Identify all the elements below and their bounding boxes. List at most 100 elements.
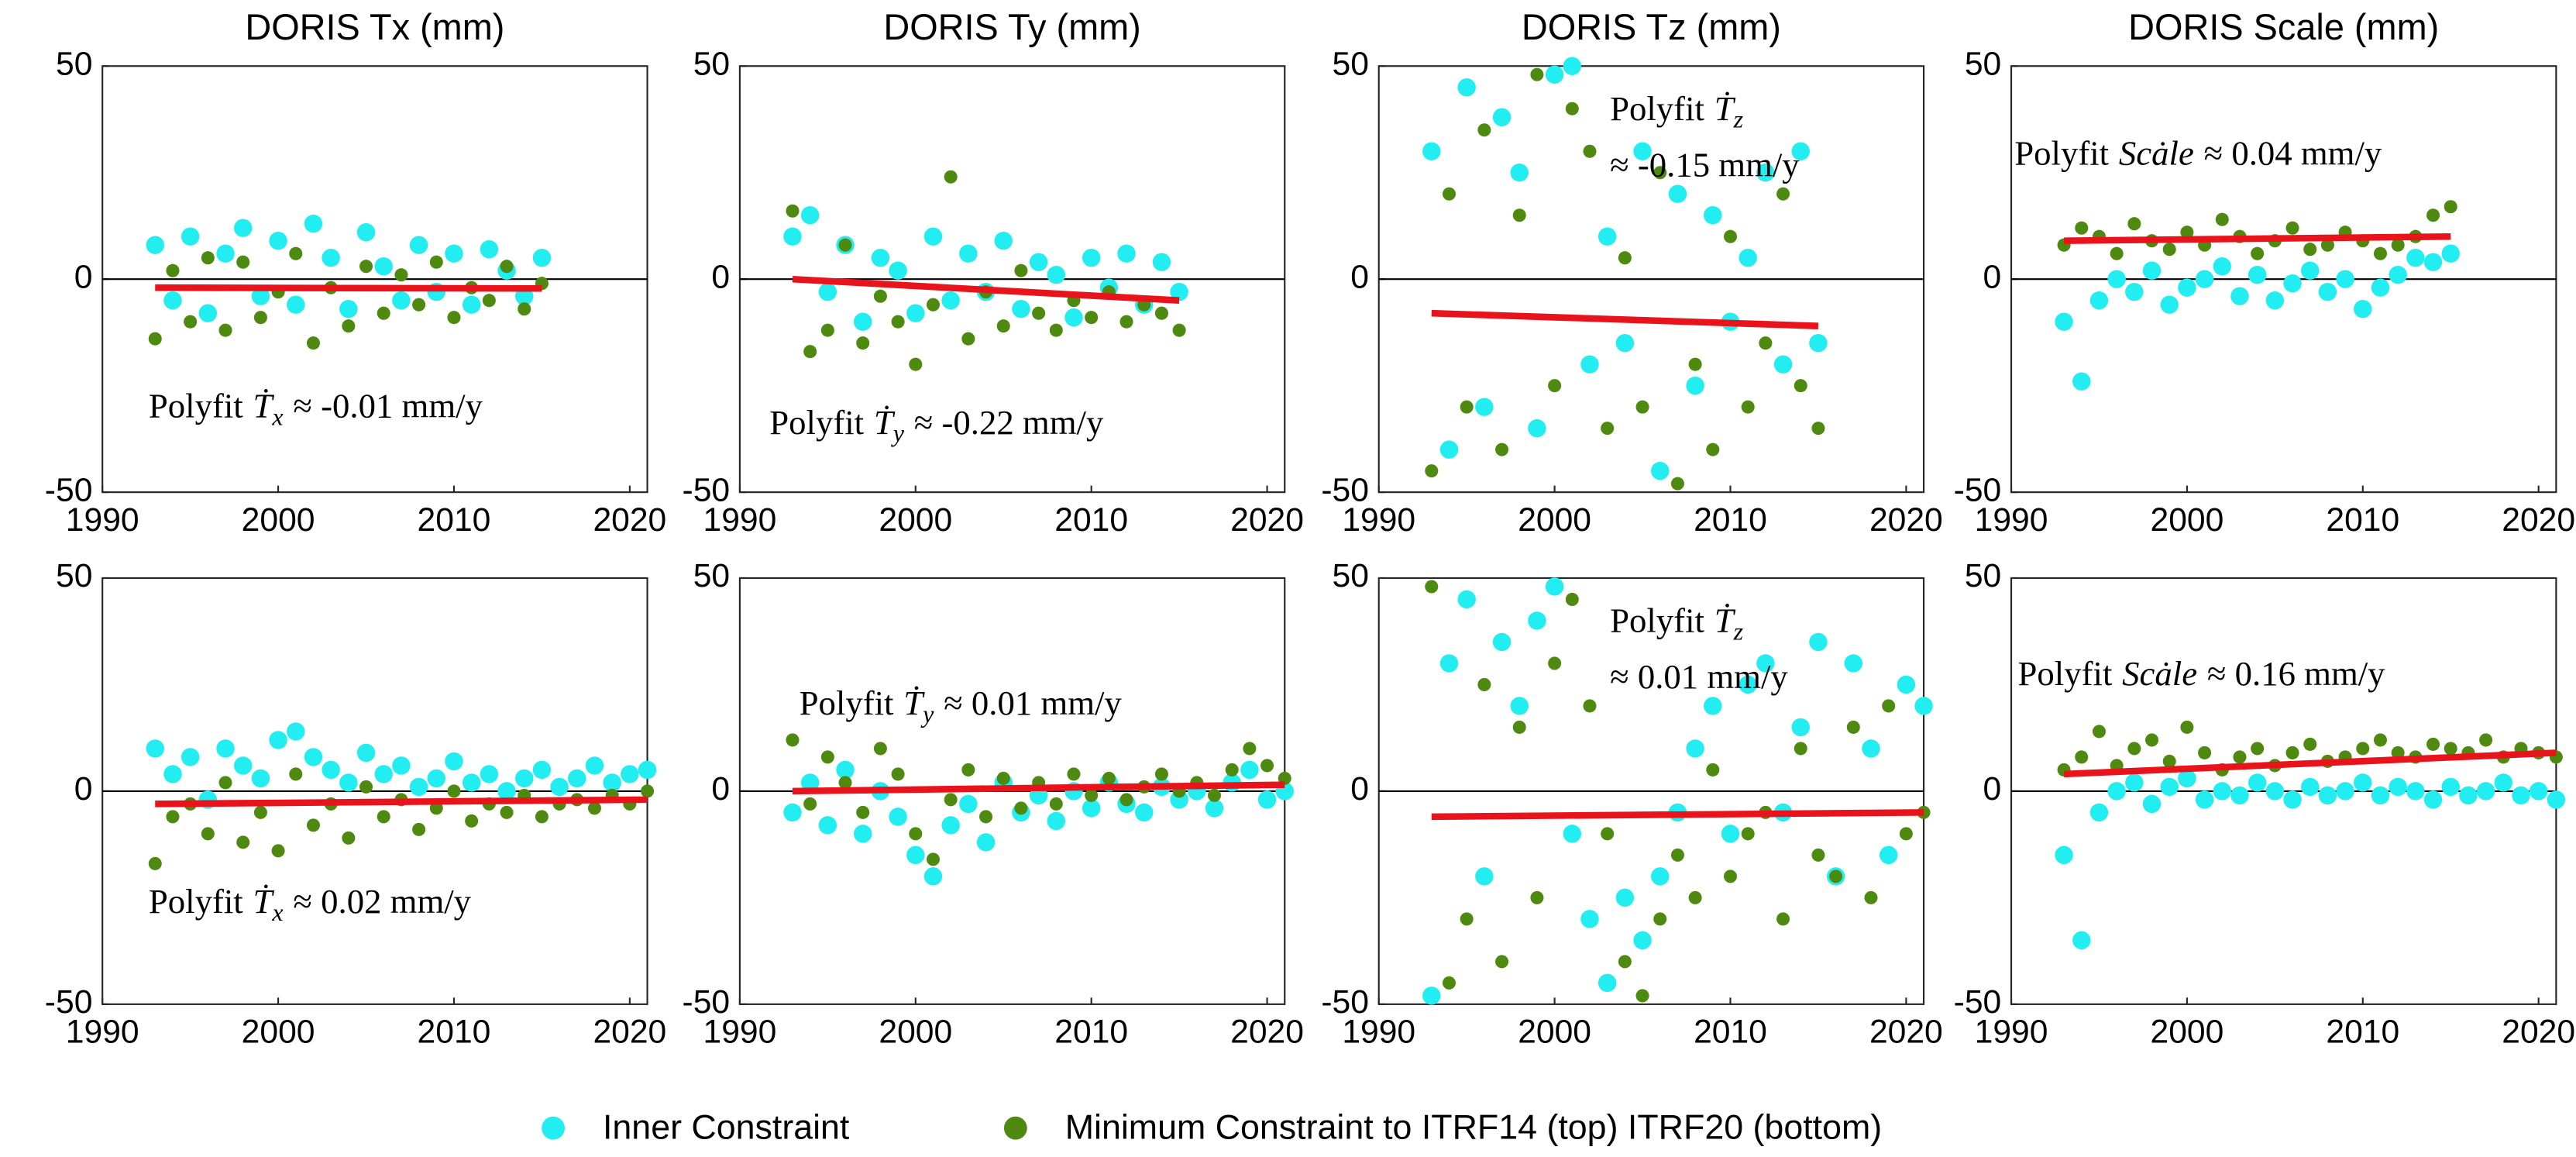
y-tick-label: 50	[1965, 557, 2001, 594]
point	[1512, 720, 1526, 734]
point	[2479, 733, 2493, 747]
point	[1739, 675, 1757, 694]
point	[236, 835, 250, 849]
x-tick-label: 2010	[1694, 501, 1767, 539]
x-tick-label: 1990	[1342, 1013, 1415, 1050]
point	[374, 257, 393, 276]
point	[909, 827, 923, 841]
point	[2494, 773, 2513, 792]
point	[1457, 590, 1476, 609]
point	[568, 769, 586, 788]
point	[339, 299, 358, 319]
point	[2127, 742, 2141, 756]
point	[2318, 786, 2337, 805]
point	[2180, 226, 2194, 239]
point	[1899, 827, 1913, 841]
x-tick-label: 2000	[1518, 1013, 1591, 1050]
x-tick-label: 1990	[703, 501, 776, 539]
point	[1548, 656, 1562, 670]
point	[233, 219, 253, 237]
point	[1047, 265, 1066, 284]
point	[1914, 697, 1933, 715]
point	[447, 784, 461, 798]
x-tick-label: 2000	[2151, 1013, 2224, 1050]
point	[1759, 336, 1773, 350]
y-tick-label: -50	[1321, 471, 1369, 508]
point	[1047, 811, 1066, 831]
fit-line	[1431, 809, 1924, 821]
point	[482, 294, 496, 308]
annotation-text: ≈ -0.15 mm/y	[1610, 146, 1800, 184]
x-tick-label: 1990	[66, 501, 139, 539]
point	[1598, 227, 1617, 246]
point	[1565, 102, 1579, 115]
x-tick-label: 2000	[879, 501, 952, 539]
y-tick-label: 0	[1350, 770, 1369, 807]
panel: -50 0 50 1990 2000 2010 2020 Polyfit Ṫx ≈ 0.02 mm…	[45, 557, 666, 1050]
point	[1012, 299, 1030, 319]
annotation: Polyfit Ṫz ≈ -0.15 mm/y	[1610, 89, 1800, 184]
point	[2089, 803, 2109, 822]
point	[1773, 355, 1793, 374]
y-tick-label: 50	[693, 46, 730, 83]
point	[1791, 718, 1810, 737]
y-tick-label: -50	[1321, 983, 1369, 1021]
annotation: Polyfit Ṫx ≈ 0.02 mm/y	[149, 882, 472, 926]
point	[462, 295, 481, 314]
x-tick-label: 2020	[1869, 501, 1943, 539]
fit-line	[2063, 749, 2557, 778]
point	[1152, 253, 1171, 271]
point	[2107, 782, 2126, 801]
point	[2110, 246, 2124, 260]
point	[2251, 246, 2265, 260]
x-tick-label: 2010	[1054, 1013, 1128, 1050]
point	[1811, 422, 1825, 436]
point	[253, 311, 267, 325]
point	[2303, 737, 2317, 751]
point	[251, 287, 270, 305]
point	[304, 748, 323, 766]
point	[1457, 78, 1476, 97]
annotation-symbol: Scȧle	[2119, 134, 2194, 173]
annotation-prefix: Polyfit	[2014, 134, 2109, 173]
point	[1811, 848, 1825, 862]
legend-label: Inner Constraint	[603, 1108, 850, 1147]
x-tick-label: 1990	[1342, 501, 1415, 539]
point	[1723, 229, 1738, 243]
point	[2336, 782, 2354, 801]
point	[1460, 912, 1474, 926]
point	[2127, 217, 2141, 231]
y-tick-label: 50	[56, 557, 92, 594]
point	[1615, 333, 1635, 353]
legend-marker	[542, 1116, 565, 1140]
point	[515, 769, 534, 788]
panel: -50 0 50 1990 2000 2010 2020 Polyfit Scȧle ≈ 0.16…	[1954, 557, 2575, 1050]
x-tick-label: 2020	[1869, 1013, 1943, 1050]
point	[2301, 777, 2320, 797]
point	[1172, 323, 1186, 337]
x-tick-label: 2020	[593, 501, 666, 539]
point	[304, 214, 323, 233]
point	[853, 312, 872, 331]
point	[465, 814, 479, 828]
annotation-prefix: Polyfit	[769, 403, 864, 442]
point	[1791, 142, 1810, 160]
point	[1882, 699, 1896, 713]
point	[2426, 208, 2440, 222]
annotation-sub: x	[271, 404, 283, 431]
point	[356, 743, 376, 763]
point	[462, 773, 481, 792]
point	[201, 251, 215, 265]
point	[2265, 782, 2285, 801]
point	[944, 170, 958, 184]
point	[873, 289, 887, 303]
point	[2180, 720, 2194, 734]
panel: DORIS Ty (mm) -50 0 50 1990 2000 2010 2020 Polyf…	[683, 7, 1304, 539]
point	[1635, 400, 1649, 414]
point	[271, 844, 285, 858]
point	[2303, 243, 2317, 257]
point	[146, 236, 164, 254]
annotation-sub: y	[920, 701, 934, 728]
point	[429, 255, 443, 269]
point	[1653, 912, 1667, 926]
